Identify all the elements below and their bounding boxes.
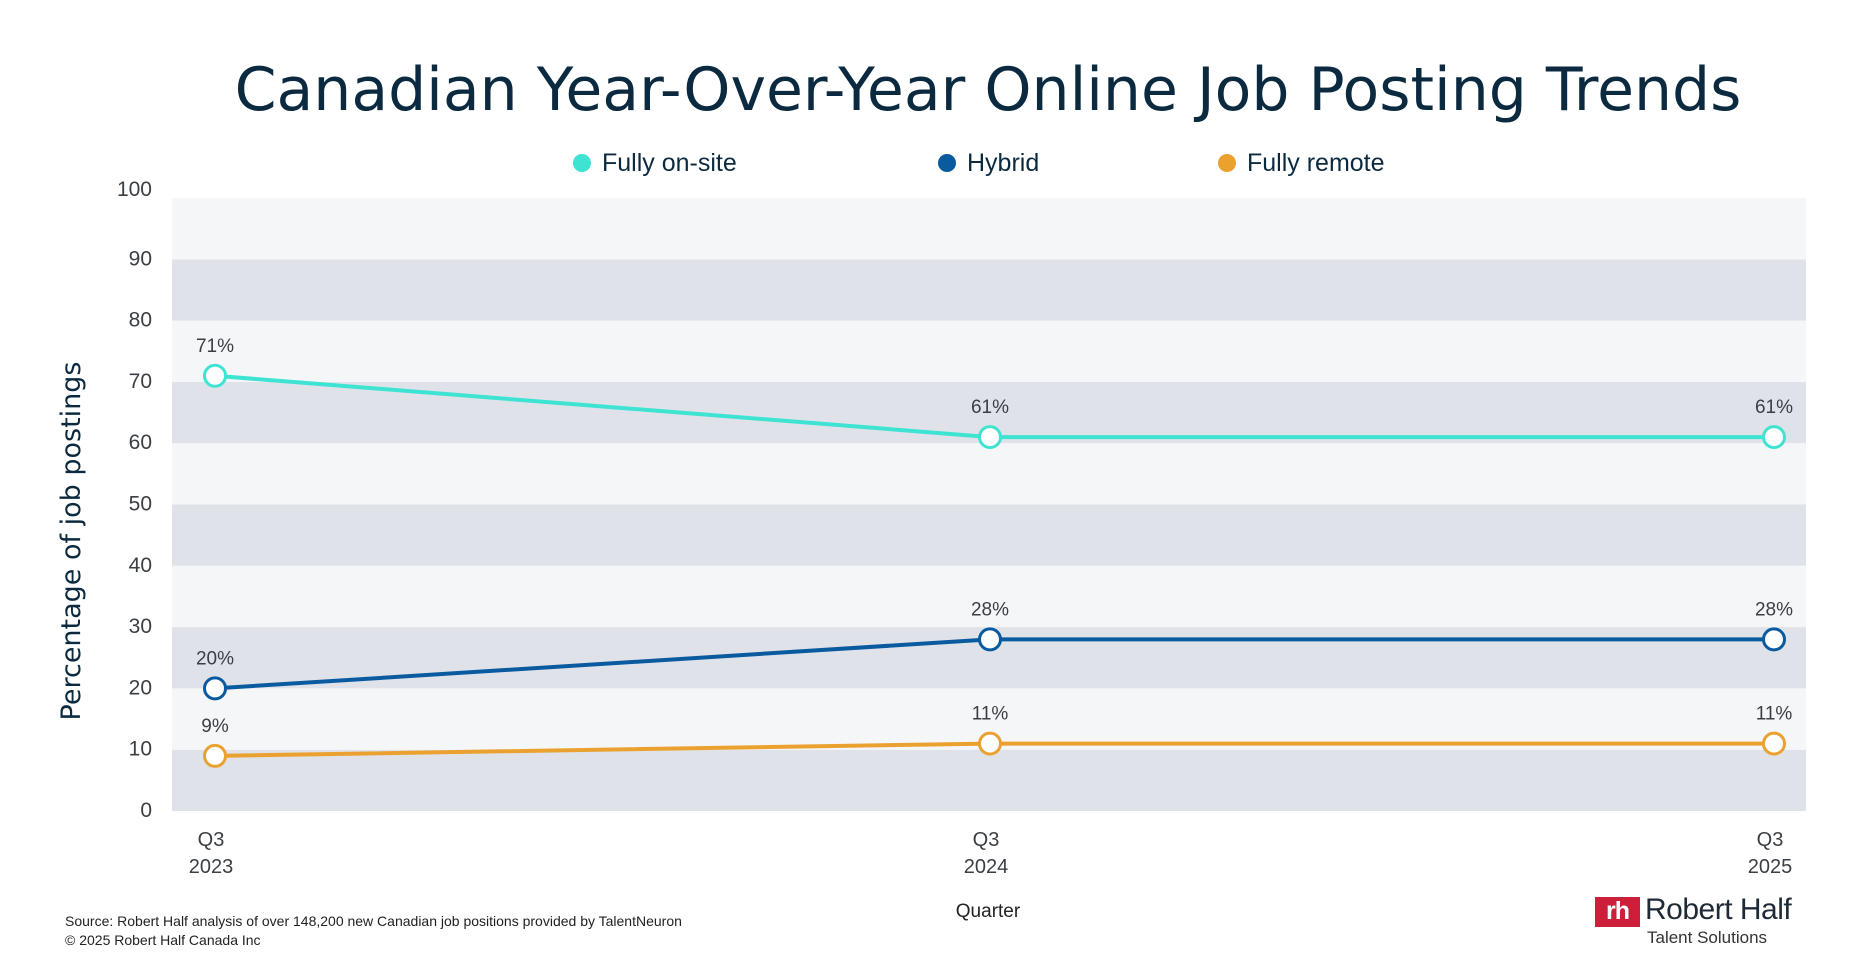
legend-marker	[938, 154, 956, 172]
y-tick-label: 80	[129, 309, 152, 332]
grid-band	[172, 504, 1806, 566]
data-label: 61%	[971, 397, 1009, 418]
y-tick-label: 100	[117, 178, 152, 201]
y-tick-label: 20	[129, 676, 152, 699]
y-tick-label: 40	[129, 554, 152, 577]
chart-title: Canadian Year-Over-Year Online Job Posti…	[235, 55, 1742, 125]
x-axis-title: Quarter	[956, 901, 1021, 922]
logo-name: Robert Half	[1645, 893, 1792, 926]
data-label: 11%	[972, 704, 1009, 725]
y-tick-label: 70	[129, 370, 152, 393]
data-label: 71%	[196, 336, 234, 357]
data-point	[1762, 627, 1786, 652]
legend-label: Fully remote	[1247, 149, 1385, 177]
data-point	[1762, 731, 1786, 756]
y-tick-label: 0	[140, 799, 152, 822]
legend-label: Hybrid	[967, 149, 1039, 177]
y-axis-title: Percentage of job postings	[56, 362, 87, 721]
data-point	[978, 425, 1002, 450]
data-label: 61%	[1755, 397, 1793, 418]
grid-band	[172, 565, 1806, 628]
x-tick-label: Q3	[973, 829, 1000, 851]
y-tick-label: 10	[129, 738, 152, 761]
source-text: Source: Robert Half analysis of over 148…	[65, 913, 682, 929]
x-tick-label: 2023	[189, 856, 234, 878]
data-point	[203, 363, 227, 388]
x-tick-label: Q3	[198, 829, 225, 851]
data-point	[1762, 425, 1786, 450]
data-label: 28%	[971, 599, 1009, 620]
grid-band	[172, 198, 1806, 260]
x-tick-label: 2025	[1748, 856, 1793, 878]
grid-band	[172, 443, 1806, 505]
x-tick-label: 2024	[964, 856, 1009, 878]
data-label: 28%	[1755, 599, 1793, 620]
copyright-text: © 2025 Robert Half Canada Inc	[65, 932, 261, 948]
source-note: Source: Robert Half analysis of over 148…	[65, 912, 682, 950]
logo-mark: rh	[1595, 897, 1640, 927]
data-label: 20%	[196, 648, 234, 669]
legend-marker	[573, 154, 591, 172]
data-label: 9%	[201, 716, 229, 737]
x-tick-label: Q3	[1757, 829, 1784, 851]
logo-sub: Talent Solutions	[1647, 928, 1768, 947]
grid-band	[172, 749, 1806, 811]
data-point	[978, 627, 1002, 652]
legend-label: Fully on-site	[602, 149, 737, 177]
data-point	[203, 676, 227, 701]
data-point	[978, 731, 1002, 756]
data-label: 11%	[1756, 704, 1793, 725]
grid-band	[172, 320, 1806, 382]
data-point	[203, 743, 227, 768]
y-tick-label: 90	[129, 247, 152, 270]
y-tick-label: 30	[129, 615, 152, 638]
legend-marker	[1218, 154, 1236, 172]
y-tick-label: 50	[129, 493, 152, 516]
y-tick-label: 60	[129, 431, 152, 454]
grid-band	[172, 259, 1806, 321]
